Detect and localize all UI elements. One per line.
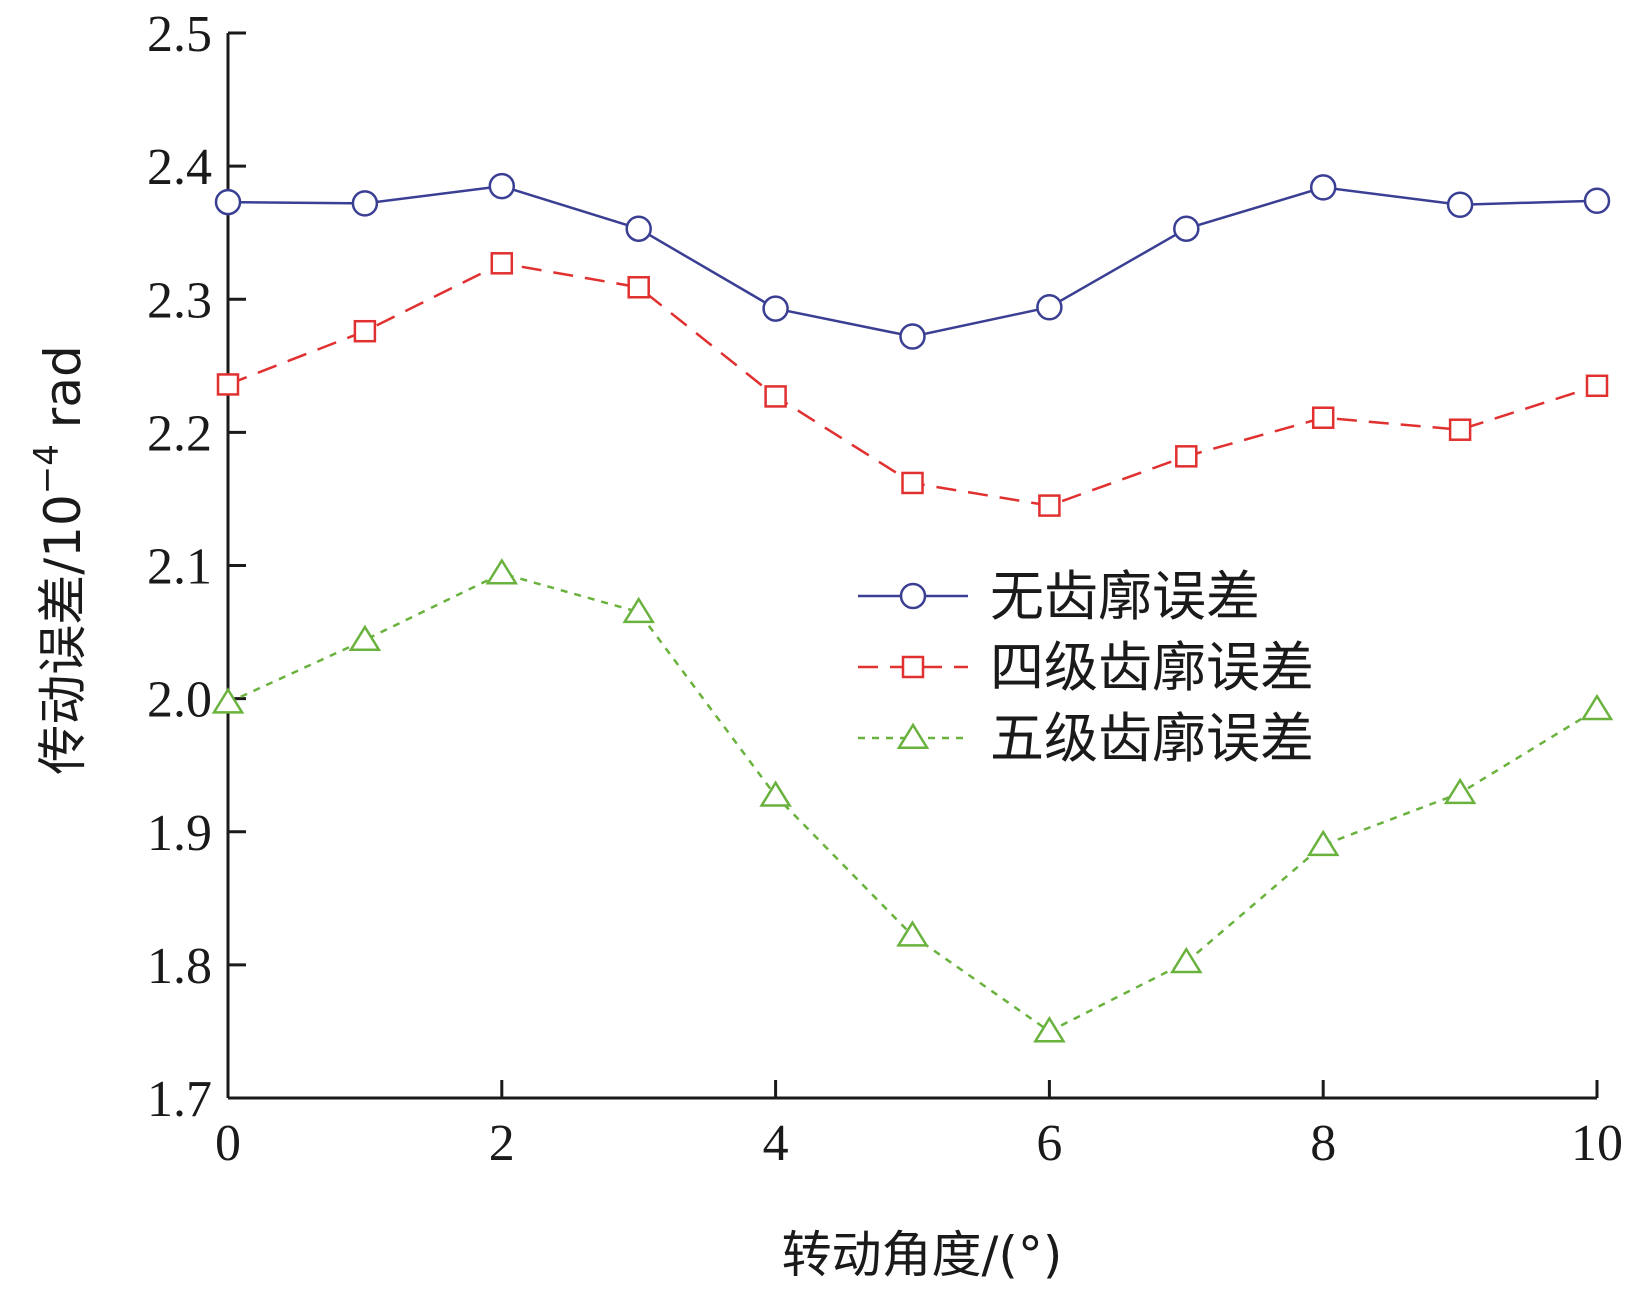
data-point [211, 687, 245, 714]
legend-marker [901, 655, 925, 679]
y-axis-title-unit: rad [34, 345, 92, 444]
data-point [1311, 406, 1335, 429]
data-point [625, 215, 652, 242]
legend-label: 五级齿廓误差 [990, 707, 1314, 770]
legend-marker [896, 722, 930, 749]
y-tick-label: 2.0 [147, 672, 212, 729]
x-axis-title: 转动角度/(°) [782, 1226, 1063, 1284]
legend-label: 四级齿廓误差 [990, 636, 1314, 699]
y-tick-label: 2.4 [147, 139, 212, 196]
legend-entry: 四级齿廓误差 [858, 636, 1314, 699]
data-point [901, 471, 924, 495]
legend-marker [899, 582, 927, 610]
data-point [1309, 174, 1337, 201]
data-point [1175, 445, 1198, 468]
series-layer [211, 172, 1614, 1043]
y-tick-label: 2.1 [147, 539, 212, 596]
series-1 [214, 172, 1611, 350]
data-point [348, 624, 382, 652]
legend-entry: 五级齿廓误差 [858, 707, 1314, 770]
data-point [759, 780, 792, 807]
data-point [485, 558, 519, 585]
x-tick-label: 2 [489, 1115, 515, 1172]
data-point [1446, 191, 1474, 218]
data-point [1443, 777, 1477, 805]
data-point [1580, 693, 1614, 721]
data-point [488, 172, 516, 200]
x-tick-label: 6 [1036, 1115, 1062, 1172]
data-point [627, 276, 650, 299]
data-point [1036, 293, 1063, 321]
series-3 [211, 558, 1614, 1043]
y-tick-label: 2.3 [147, 272, 212, 329]
x-tick-label: 8 [1310, 1115, 1336, 1172]
data-point [1033, 1016, 1066, 1043]
data-point [214, 188, 242, 216]
data-point [216, 373, 240, 396]
x-tick-label: 10 [1571, 1115, 1623, 1172]
data-point [622, 596, 655, 624]
ticks: 1.7 1.8 1.9 2.0 2.1 2.2 2.3 2.4 2.5 0 2 4 6 8 10 [147, 6, 1623, 1172]
y-tick-label: 1.7 [147, 1071, 212, 1128]
series-line [227, 184, 1598, 338]
series-line [227, 572, 1598, 1033]
data-point [1448, 418, 1472, 441]
data-point [1306, 829, 1340, 857]
data-point [1173, 215, 1200, 242]
x-tick-label: 0 [215, 1115, 241, 1172]
data-point [1170, 946, 1203, 974]
y-tick-label: 1.9 [147, 805, 212, 862]
y-axis-title-main: 传动误差/10 [34, 494, 92, 774]
data-point [896, 920, 929, 947]
series-line [227, 261, 1598, 507]
data-point [1583, 187, 1611, 214]
data-point [764, 385, 787, 408]
y-axis-title-exponent: −4 [27, 444, 67, 494]
y-tick-label: 2.5 [147, 6, 212, 63]
x-tick-label: 4 [763, 1115, 789, 1172]
data-point [1585, 374, 1609, 398]
legend-label: 无齿廓误差 [990, 565, 1260, 628]
y-tick-label: 1.8 [147, 938, 212, 995]
series-2 [216, 252, 1609, 517]
data-point [353, 319, 377, 343]
data-point [490, 252, 514, 275]
data-point [899, 323, 926, 350]
data-point [762, 295, 789, 322]
y-axis-title: 传动误差/10−4 rad [27, 345, 92, 774]
y-tick-label: 2.2 [147, 405, 212, 462]
legend-entry: 无齿廓误差 [858, 565, 1260, 628]
data-point [1038, 494, 1061, 517]
data-point [351, 190, 379, 217]
